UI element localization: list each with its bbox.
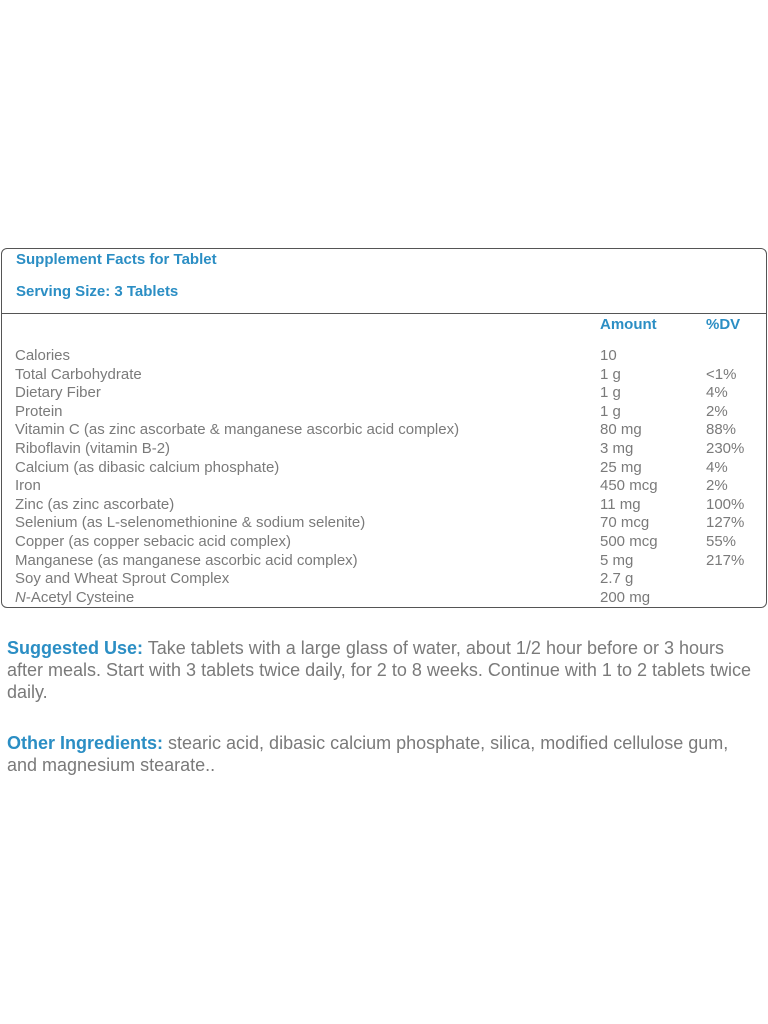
other-ingredients-text: stearic acid, dibasic calcium phosphate,…	[7, 733, 729, 775]
nutrient-name: Manganese (as manganese ascorbic acid co…	[15, 551, 358, 569]
facts-row: N-Acetyl Cysteine 200 mg	[2, 589, 766, 608]
divider	[2, 313, 766, 314]
serving-size: Serving Size: 3 Tablets	[16, 283, 179, 300]
nutrient-name: Zinc (as zinc ascorbate)	[15, 495, 175, 513]
facts-row: Dietary Fiber 1 g 4%	[2, 384, 766, 403]
column-header-dv: %DV	[706, 316, 741, 333]
nutrient-amount: 5 mg	[600, 551, 634, 569]
facts-row: Iron 450 mcg 2%	[2, 477, 766, 496]
facts-row: Protein 1 g 2%	[2, 403, 766, 422]
suggested-use-label: Suggested Use:	[7, 638, 144, 658]
column-header-amount: Amount	[600, 316, 657, 333]
facts-row: Soy and Wheat Sprout Complex 2.7 g	[2, 570, 766, 589]
nutrient-name: Riboflavin (vitamin B-2)	[15, 439, 171, 457]
facts-title: Supplement Facts for Tablet	[16, 251, 217, 268]
nutrient-dv: 230%	[706, 439, 745, 457]
facts-row: Calories 10	[2, 347, 766, 366]
nutrient-amount: 1 g	[600, 365, 621, 383]
nutrient-amount: 1 g	[600, 384, 621, 402]
nutrient-dv: 4%	[706, 384, 728, 402]
nutrient-amount: 1 g	[600, 402, 621, 420]
nutrient-name: Vitamin C (as zinc ascorbate & manganese…	[15, 421, 460, 439]
nutrient-dv: 217%	[706, 551, 745, 569]
other-ingredients-label: Other Ingredients:	[7, 733, 164, 753]
nutrient-name: Calcium (as dibasic calcium phosphate)	[15, 458, 280, 476]
facts-row: Manganese (as manganese ascorbic acid co…	[2, 552, 766, 571]
nutrient-amount: 200 mg	[600, 588, 651, 606]
nutrient-name: Selenium (as L-selenomethionine & sodium…	[15, 514, 366, 532]
nutrient-name: N-Acetyl Cysteine	[15, 588, 135, 606]
facts-row: Copper (as copper sebacic acid complex) 5…	[2, 533, 766, 552]
facts-row: Selenium (as L-selenomethionine & sodium…	[2, 514, 766, 533]
nutrient-amount: 10	[600, 347, 617, 364]
suggested-use-text: Take tablets with a large glass of water…	[7, 638, 752, 702]
nutrient-dv: 2%	[706, 402, 728, 420]
nutrient-amount: 70 mcg	[600, 514, 650, 532]
nutrient-amount: 450 mcg	[600, 477, 658, 495]
nutrient-name: Soy and Wheat Sprout Complex	[15, 570, 230, 588]
nutrient-dv: <1%	[706, 365, 737, 383]
nutrient-dv: 127%	[706, 514, 745, 532]
nutrient-name: Protein	[15, 402, 63, 420]
nutrient-dv: 4%	[706, 458, 728, 476]
nutrient-dv: 100%	[706, 495, 745, 513]
nutrient-amount: 2.7 g	[600, 570, 634, 588]
nutrient-name: Dietary Fiber	[15, 384, 101, 402]
nutrient-dv: 55%	[706, 532, 737, 550]
facts-row: Zinc (as zinc ascorbate) 11 mg 100%	[2, 496, 766, 515]
nutrient-amount: 500 mcg	[600, 532, 658, 550]
nutrient-dv: 88%	[706, 421, 737, 439]
supplement-facts-panel: Supplement Facts for Tablet Serving Size…	[1, 248, 767, 608]
facts-row: Vitamin C (as zinc ascorbate & manganese…	[2, 421, 766, 440]
facts-row: Calcium (as dibasic calcium phosphate) 25…	[2, 459, 766, 478]
nutrient-amount: 25 mg	[600, 458, 642, 476]
nutrient-name: Total Carbohydrate	[15, 365, 142, 383]
nutrient-name: Copper (as copper sebacic acid complex)	[15, 532, 291, 550]
facts-rows: Calories 10 Total Carbohydrate 1 g <1% Dietar…	[2, 347, 766, 607]
nutrient-amount: 11 mg	[600, 495, 641, 513]
nutrient-name: Iron	[15, 477, 41, 495]
nutrient-amount: 3 mg	[600, 439, 634, 457]
facts-row: Riboflavin (vitamin B-2) 3 mg 230%	[2, 440, 766, 459]
nutrient-amount: 80 mg	[600, 421, 642, 439]
nutrient-dv: 2%	[706, 477, 728, 495]
facts-row: Total Carbohydrate 1 g <1%	[2, 366, 766, 385]
other-ingredients: Other Ingredients: stearic acid, dibasic…	[7, 732, 762, 776]
nutrient-name: Calories	[15, 347, 71, 364]
suggested-use: Suggested Use: Take tablets with a large…	[7, 637, 762, 703]
